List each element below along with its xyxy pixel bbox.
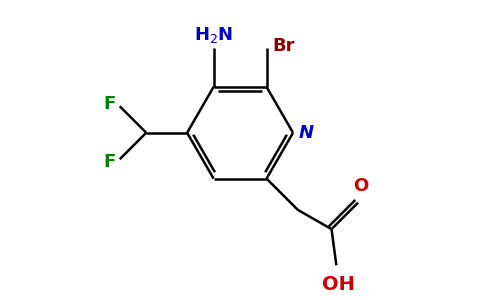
- Text: N: N: [299, 124, 314, 142]
- Text: OH: OH: [322, 275, 355, 294]
- Text: H$_2$N: H$_2$N: [194, 25, 233, 44]
- Text: F: F: [104, 153, 116, 171]
- Text: Br: Br: [272, 37, 295, 55]
- Text: O: O: [353, 177, 368, 195]
- Text: F: F: [104, 95, 116, 113]
